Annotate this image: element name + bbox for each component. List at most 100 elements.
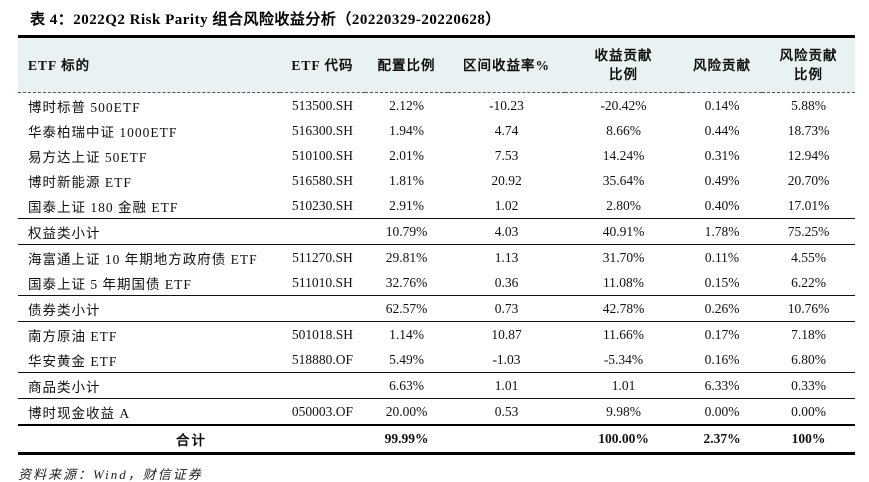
value-cell: 1.02 — [494, 197, 519, 213]
value-cell: 513500.SH — [291, 97, 354, 113]
table-row: 易方达上证 50ETF 510100.SH 2.01% 7.53 14.24% 0.31%… — [18, 143, 855, 168]
value-cell: 20.92 — [491, 172, 522, 188]
etf-name-cell: 债券类小计 — [18, 295, 280, 322]
value-cell: 0.17% — [704, 326, 740, 342]
value-cell: -1.03 — [492, 351, 521, 367]
value-cell: 050003.OF — [291, 403, 354, 419]
value-cell: 2.12% — [389, 97, 424, 113]
value-cell: 518880.OF — [291, 351, 354, 367]
table-row: 海富通上证 10 年期地方政府债 ETF 511270.SH 29.81% 1.13 3… — [18, 245, 855, 271]
value-cell — [280, 295, 365, 322]
total-risk-contrib: 2.37% — [682, 424, 762, 455]
value-cell: 510230.SH — [291, 197, 354, 213]
value-cell: 1.01 — [565, 372, 682, 399]
value-cell: 40.91% — [565, 218, 682, 245]
table-footer: 合计 99.99% 100.00% 2.37% 100% — [18, 424, 855, 455]
value-cell: -20.42% — [600, 97, 647, 113]
subtotal-row: 权益类小计 10.79% 4.03 40.91% 1.78% 75.25% — [18, 218, 855, 245]
value-cell: 7.18% — [791, 326, 826, 342]
etf-name-cell: 国泰上证 180 金融 ETF — [28, 199, 179, 215]
col-header-return-contrib: 收益贡献 比例 — [565, 36, 682, 93]
etf-name-cell: 华安黄金 ETF — [28, 353, 118, 369]
value-cell: 0.00% — [791, 403, 826, 419]
value-cell: 10.76% — [762, 295, 855, 322]
etf-name-cell: 海富通上证 10 年期地方政府债 ETF — [28, 251, 258, 267]
value-cell: 0.31% — [704, 147, 740, 163]
value-cell: 0.00% — [704, 403, 740, 419]
col-header-etf-name: ETF 标的 — [18, 36, 280, 93]
table-row: 博时现金收益 A 050003.OF 20.00% 0.53 9.98% 0.00% 0.0… — [18, 399, 855, 426]
total-allocation: 99.99% — [365, 424, 448, 455]
value-cell: 0.26% — [682, 295, 762, 322]
col-header-allocation: 配置比例 — [365, 36, 448, 93]
value-cell: 0.33% — [762, 372, 855, 399]
value-cell: 1.78% — [682, 218, 762, 245]
value-cell: 8.66% — [606, 122, 641, 138]
etf-name-cell: 易方达上证 50ETF — [28, 149, 148, 165]
col-header-etf-code: ETF 代码 — [280, 36, 365, 93]
value-cell: 0.40% — [704, 197, 740, 213]
value-cell: 0.16% — [704, 351, 740, 367]
value-cell: 6.80% — [791, 351, 826, 367]
table-row: 博时标普 500ETF 513500.SH 2.12% -10.23 -20.42% 0.… — [18, 93, 855, 119]
value-cell: 2.80% — [606, 197, 641, 213]
table-row: 南方原油 ETF 501018.SH 1.14% 10.87 11.66% 0.17% 7.… — [18, 322, 855, 348]
value-cell: 62.57% — [365, 295, 448, 322]
table-header: ETF 标的 ETF 代码 配置比例 区间收益率% 收益贡献 比例 风险贡献 风… — [18, 36, 855, 93]
value-cell: 510100.SH — [291, 147, 354, 163]
value-cell: 1.14% — [389, 326, 424, 342]
value-cell: 35.64% — [602, 172, 645, 188]
value-cell: 5.49% — [389, 351, 424, 367]
total-return-contrib: 100.00% — [565, 424, 682, 455]
value-cell: 20.00% — [385, 403, 428, 419]
total-row: 合计 99.99% 100.00% 2.37% 100% — [18, 424, 855, 455]
value-cell: 0.44% — [704, 122, 740, 138]
table-row: 华安黄金 ETF 518880.OF 5.49% -1.03 -5.34% 0.16% 6.… — [18, 347, 855, 373]
total-interval-return — [448, 424, 565, 455]
col-header-risk-contrib: 风险贡献 — [682, 36, 762, 93]
value-cell: 0.15% — [704, 274, 740, 290]
table-row: 博时新能源 ETF 516580.SH 1.81% 20.92 35.64% 0.49% 2… — [18, 168, 855, 193]
value-cell: 0.49% — [704, 172, 740, 188]
value-cell: 17.01% — [787, 197, 830, 213]
subtotal-row: 商品类小计 6.63% 1.01 1.01 6.33% 0.33% — [18, 372, 855, 399]
total-label: 合计 — [18, 424, 365, 455]
header-row: ETF 标的 ETF 代码 配置比例 区间收益率% 收益贡献 比例 风险贡献 风… — [18, 36, 855, 93]
etf-name-cell: 国泰上证 5 年期国债 ETF — [28, 276, 192, 292]
value-cell — [280, 218, 365, 245]
source-note: 资料来源：Wind，财信证券 — [18, 467, 203, 482]
value-cell: 0.73 — [448, 295, 565, 322]
col-header-interval-return: 区间收益率% — [448, 36, 565, 93]
value-cell: 31.70% — [602, 249, 645, 265]
value-cell: 42.78% — [565, 295, 682, 322]
value-cell: 10.79% — [365, 218, 448, 245]
value-cell: 516580.SH — [291, 172, 354, 188]
value-cell: 2.01% — [389, 147, 424, 163]
subtotal-row: 债券类小计 62.57% 0.73 42.78% 0.26% 10.76% — [18, 295, 855, 322]
value-cell: 29.81% — [385, 249, 428, 265]
risk-parity-table: ETF 标的 ETF 代码 配置比例 区间收益率% 收益贡献 比例 风险贡献 风… — [18, 35, 855, 455]
value-cell: 1.94% — [389, 122, 424, 138]
table-row: 国泰上证 5 年期国债 ETF 511010.SH 32.76% 0.36 11.08%… — [18, 270, 855, 296]
table-row: 华泰柏瑞中证 1000ETF 516300.SH 1.94% 4.74 8.66% 0.4… — [18, 118, 855, 143]
report-page: 表 4：2022Q2 Risk Parity 组合风险收益分析（20220329… — [0, 8, 869, 482]
etf-name-cell: 商品类小计 — [18, 372, 280, 399]
total-risk-contrib-pct: 100% — [762, 424, 855, 455]
table-row: 国泰上证 180 金融 ETF 510230.SH 2.91% 1.02 2.80% 0.… — [18, 193, 855, 219]
value-cell: 2.91% — [389, 197, 424, 213]
value-cell: 4.55% — [791, 249, 826, 265]
etf-name-cell: 博时现金收益 A — [28, 405, 131, 421]
value-cell: 501018.SH — [291, 326, 354, 342]
value-cell: 14.24% — [602, 147, 645, 163]
value-cell: 0.36 — [494, 274, 519, 290]
value-cell: 0.14% — [704, 97, 740, 113]
value-cell: 516300.SH — [291, 122, 354, 138]
etf-name-cell: 博时标普 500ETF — [28, 99, 141, 115]
value-cell: 6.33% — [682, 372, 762, 399]
value-cell: 12.94% — [787, 147, 830, 163]
etf-name-cell: 权益类小计 — [18, 218, 280, 245]
value-cell: 0.11% — [704, 249, 740, 265]
value-cell: -10.23 — [489, 97, 524, 113]
etf-name-cell: 博时新能源 ETF — [28, 174, 132, 190]
col-header-risk-contrib-pct: 风险贡献 比例 — [762, 36, 855, 93]
